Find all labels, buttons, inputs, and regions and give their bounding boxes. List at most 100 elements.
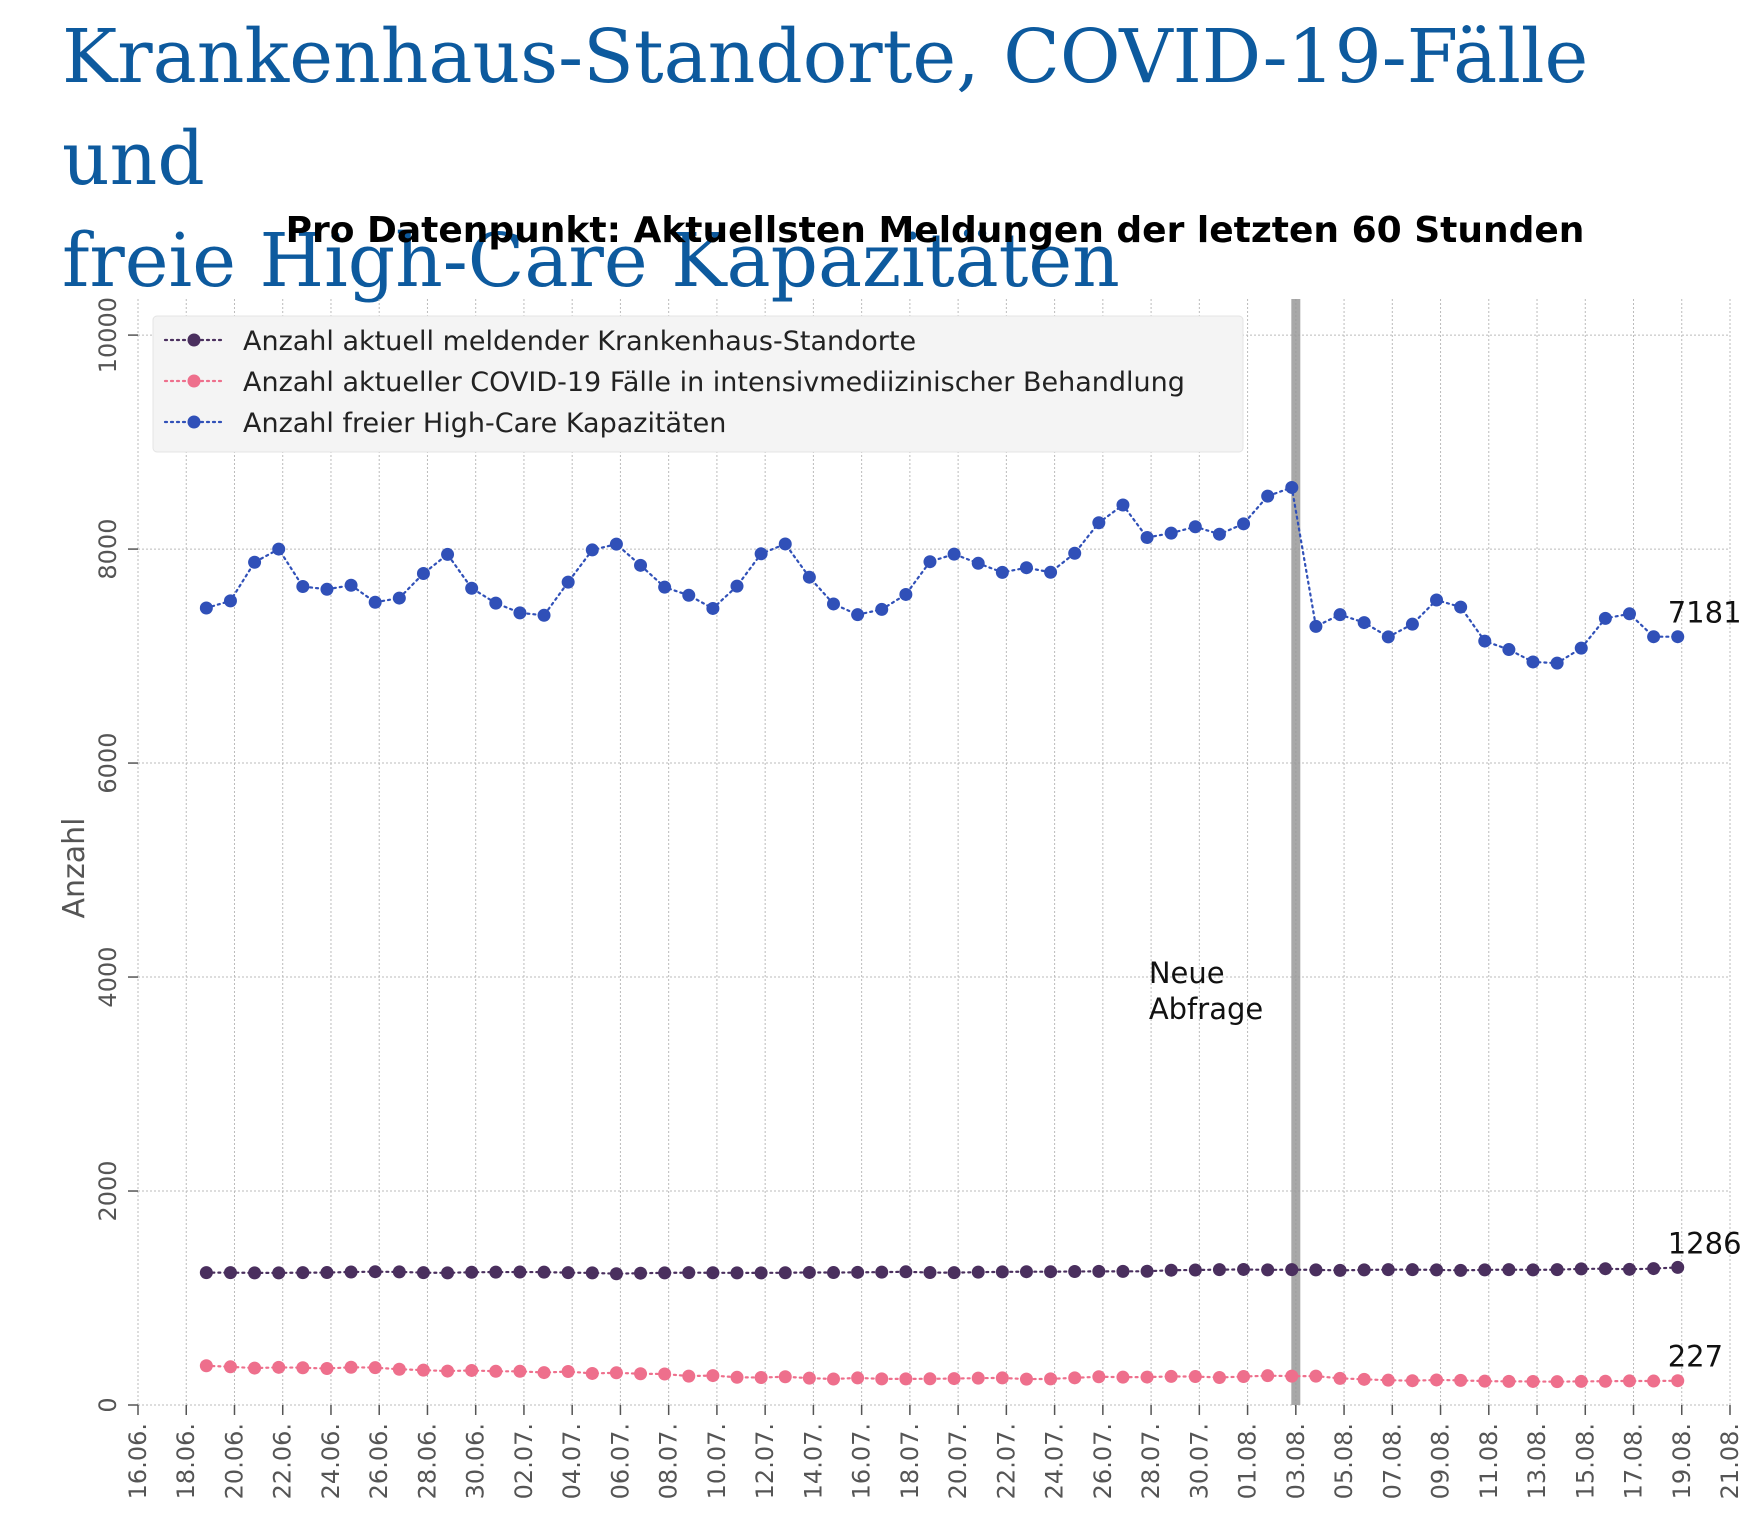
- data-point: [1622, 1262, 1636, 1276]
- data-point: [609, 1366, 623, 1380]
- x-tick-label: 09.08.: [1427, 1423, 1455, 1499]
- data-point: [1285, 1369, 1299, 1383]
- data-point: [199, 1266, 213, 1280]
- data-point: [826, 1372, 840, 1386]
- data-point: [248, 1266, 262, 1280]
- data-point: [561, 575, 575, 589]
- series-end-label: 1286: [1668, 1226, 1742, 1260]
- page-title: Krankenhaus-Standorte, COVID-19-Fälle un…: [62, 6, 1722, 312]
- legend-entry: Anzahl aktueller COVID-19 Fälle in inten…: [163, 367, 1185, 398]
- legend: Anzahl aktuell meldender Krankenhaus-Sta…: [152, 315, 1244, 453]
- data-point: [682, 588, 696, 602]
- data-point: [1454, 600, 1468, 614]
- data-point: [730, 1370, 744, 1384]
- data-point: [1671, 1374, 1685, 1388]
- data-point: [923, 1372, 937, 1386]
- data-point: [1333, 1263, 1347, 1277]
- data-point: [899, 1372, 913, 1386]
- data-point: [923, 555, 937, 569]
- x-tick-label: 20.07.: [944, 1423, 972, 1499]
- data-point: [537, 1366, 551, 1380]
- data-point: [1019, 1372, 1033, 1386]
- data-point: [682, 1266, 696, 1280]
- data-point: [1671, 1260, 1685, 1274]
- data-point: [199, 601, 213, 615]
- series-end-label: 7181: [1668, 596, 1742, 630]
- data-point: [1598, 1374, 1612, 1388]
- data-point: [1454, 1263, 1468, 1277]
- data-point: [368, 595, 382, 609]
- data-point: [1550, 656, 1564, 670]
- data-point: [1405, 617, 1419, 631]
- data-point: [489, 596, 503, 610]
- data-point: [971, 556, 985, 570]
- data-point: [1261, 1263, 1275, 1277]
- data-point: [1454, 1373, 1468, 1387]
- data-point: [561, 1266, 575, 1280]
- data-point: [609, 537, 623, 551]
- page-title-line1: Krankenhaus-Standorte, COVID-19-Fälle un…: [62, 14, 1589, 202]
- data-point: [802, 1265, 816, 1279]
- x-tick-label: 06.07.: [606, 1423, 634, 1499]
- data-point: [1478, 634, 1492, 648]
- data-point: [585, 1266, 599, 1280]
- data-point: [1116, 1264, 1130, 1278]
- data-point: [1405, 1263, 1419, 1277]
- data-point: [1647, 1374, 1661, 1388]
- data-point: [513, 1265, 527, 1279]
- data-point: [465, 581, 479, 595]
- data-point: [441, 1266, 455, 1280]
- data-point: [1430, 1373, 1444, 1387]
- x-tick-label: 24.06.: [317, 1423, 345, 1499]
- x-tick-label: 30.06.: [462, 1423, 490, 1499]
- data-point: [1550, 1263, 1564, 1277]
- data-point: [778, 1266, 792, 1280]
- x-tick-label: 11.08.: [1475, 1423, 1503, 1499]
- data-point: [1261, 489, 1275, 503]
- data-point: [320, 1362, 334, 1376]
- data-point: [658, 580, 672, 594]
- new-query-annotation-line2: Abfrage: [1149, 992, 1263, 1026]
- x-tick-label: 08.07.: [655, 1423, 683, 1499]
- data-point: [537, 608, 551, 622]
- data-point: [416, 1363, 430, 1377]
- data-point: [802, 1371, 816, 1385]
- series-3: 7181: [199, 480, 1742, 670]
- legend-box: [152, 315, 1244, 453]
- data-point: [1357, 1263, 1371, 1277]
- data-point: [730, 1266, 744, 1280]
- data-point: [1357, 1372, 1371, 1386]
- data-point: [296, 1361, 310, 1375]
- data-point: [1405, 1374, 1419, 1388]
- data-point: [1164, 1263, 1178, 1277]
- data-point: [851, 608, 865, 622]
- data-point: [1622, 1374, 1636, 1388]
- x-tick-label: 28.07.: [1137, 1423, 1165, 1499]
- data-point: [899, 1265, 913, 1279]
- data-point: [1622, 607, 1636, 621]
- data-point: [634, 1367, 648, 1381]
- data-point: [875, 1265, 889, 1279]
- data-point: [1116, 1370, 1130, 1384]
- x-tick-label: 10.07.: [703, 1423, 731, 1499]
- data-point: [851, 1371, 865, 1385]
- data-point: [1574, 641, 1588, 655]
- data-point: [1671, 630, 1685, 644]
- page-title-line2: freie High-Care Kapazitäten: [62, 218, 1120, 304]
- data-point: [1092, 516, 1106, 530]
- legend-entry: Anzahl freier High-Care Kapazitäten: [163, 408, 726, 439]
- data-point: [489, 1364, 503, 1378]
- series-1: 1286: [199, 1226, 1742, 1281]
- data-point: [223, 1360, 237, 1374]
- data-point: [1261, 1369, 1275, 1383]
- x-tick-label: 01.08.: [1234, 1423, 1262, 1499]
- data-point: [754, 1266, 768, 1280]
- data-point: [368, 1361, 382, 1375]
- data-point: [1237, 517, 1251, 531]
- data-point: [658, 1367, 672, 1381]
- legend-label: Anzahl freier High-Care Kapazitäten: [243, 408, 726, 439]
- data-point: [368, 1265, 382, 1279]
- data-point: [995, 1265, 1009, 1279]
- x-tick-label: 26.06.: [365, 1423, 393, 1499]
